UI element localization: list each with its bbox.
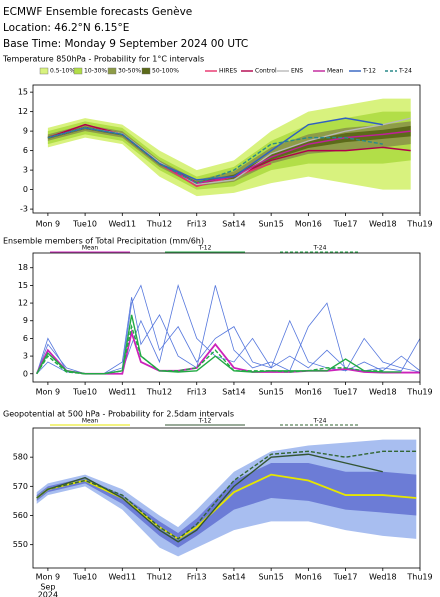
- x-tick-label: Thu19: [406, 388, 432, 397]
- y-tick-label: 18: [18, 263, 28, 272]
- x-tick-label: Thu12: [146, 573, 172, 582]
- x-tick-label: Wed18: [369, 220, 397, 229]
- legend-label: T-12: [198, 418, 212, 425]
- legend-label: T-24: [398, 68, 412, 75]
- x-tick-label: Sun15: [258, 388, 283, 397]
- x-tick-label: Wed18: [369, 573, 397, 582]
- y-tick-label: 560: [13, 511, 28, 520]
- probability-band: [36, 463, 417, 548]
- y-tick-label: 550: [13, 540, 28, 549]
- y-tick-label: 0: [23, 369, 28, 378]
- chart-title: Ensemble members of Total Precipitation …: [3, 237, 204, 246]
- y-tick-label: 6: [23, 334, 28, 343]
- x-tick-label: Mon16: [295, 573, 322, 582]
- y-tick-label: 3: [23, 166, 28, 175]
- legend-label: Control: [255, 68, 277, 75]
- legend-swatch: [73, 67, 83, 75]
- legend-label: 0.5-10%: [50, 68, 75, 75]
- y-tick-label: 15: [18, 88, 28, 97]
- x-tick-label: Sat14: [222, 220, 245, 229]
- legend-label: T-24: [313, 418, 327, 425]
- series-line: [36, 473, 417, 540]
- legend-label: 30-50%: [118, 68, 141, 75]
- x-tick-label: Wed11: [108, 220, 136, 229]
- x-tick-label: Fri13: [187, 573, 207, 582]
- series-line: [36, 450, 417, 540]
- chart-title: Geopotential at 500 hPa - Probability fo…: [3, 410, 234, 419]
- x-tick-label: Thu19: [406, 220, 432, 229]
- probability-band: [47, 125, 411, 185]
- legend-label: 10-30%: [84, 68, 107, 75]
- x-tick-label: Wed18: [369, 388, 397, 397]
- x-tick-label: Tue17: [333, 220, 358, 229]
- x-date-label: Sep: [40, 583, 55, 592]
- y-tick-label: 0: [23, 185, 28, 194]
- series-line: [35, 329, 420, 375]
- y-tick-label: 570: [13, 482, 28, 491]
- series-line: [36, 323, 383, 375]
- series-line: [36, 453, 383, 543]
- plot-area: [36, 439, 417, 557]
- x-tick-label: Thu19: [406, 573, 432, 582]
- legend-label: Mean: [327, 68, 344, 75]
- page-title: ECMWF Ensemble forecasts Genève: [3, 6, 192, 18]
- x-tick-label: Sun15: [258, 220, 283, 229]
- x-tick-label: Thu12: [146, 388, 172, 397]
- x-tick-label: Fri13: [187, 388, 207, 397]
- series-line: [47, 127, 383, 184]
- x-tick-label: Mon 9: [36, 220, 61, 229]
- chart-title: Temperature 850hPa - Probability for 1°C…: [2, 55, 204, 64]
- x-tick-label: Wed11: [108, 388, 136, 397]
- plot-frame: [32, 252, 421, 383]
- x-tick-label: Tue10: [72, 388, 97, 397]
- plot-frame: [32, 427, 421, 569]
- legend-label: Mean: [82, 245, 99, 252]
- y-tick-label: 12: [18, 107, 28, 116]
- x-tick-label: Wed11: [108, 573, 136, 582]
- x-tick-label: Tue10: [72, 220, 97, 229]
- probability-band: [47, 111, 411, 190]
- x-tick-label: Mon 9: [36, 573, 61, 582]
- base-time: Base Time: Monday 9 September 2024 00 UT…: [3, 38, 248, 50]
- x-tick-label: Mon 9: [36, 388, 61, 397]
- x-tick-label: Tue10: [72, 573, 97, 582]
- y-tick-label: 6: [23, 146, 28, 155]
- legend-label: T-12: [198, 245, 212, 252]
- y-tick-label: -3: [20, 205, 28, 214]
- legend-swatch: [39, 67, 49, 75]
- plot-frame: [32, 84, 421, 214]
- x-tick-label: Tue17: [333, 573, 358, 582]
- x-tick-label: Mon16: [295, 388, 322, 397]
- x-tick-label: Fri13: [187, 220, 207, 229]
- x-date-label: 2024: [38, 591, 58, 597]
- legend-label: T-24: [313, 245, 327, 252]
- x-tick-label: Sun15: [258, 573, 283, 582]
- series-line: [36, 314, 402, 375]
- legend-label: HIRES: [219, 68, 237, 75]
- legend-label: ENS: [291, 68, 303, 75]
- legend-swatch: [141, 67, 151, 75]
- y-tick-label: 12: [18, 299, 28, 308]
- x-tick-label: Sat14: [222, 573, 245, 582]
- y-tick-label: 15: [18, 281, 28, 290]
- y-tick-label: 580: [13, 453, 28, 462]
- y-tick-label: 9: [23, 316, 28, 325]
- plot-area: [35, 283, 420, 375]
- y-tick-label: 3: [23, 352, 28, 361]
- x-tick-label: Sat14: [222, 388, 245, 397]
- legend-label: Mean: [82, 418, 99, 425]
- legend-swatch: [107, 67, 117, 75]
- x-tick-label: Mon16: [295, 220, 322, 229]
- legend-label: 50-100%: [152, 68, 179, 75]
- x-tick-label: Thu12: [146, 220, 172, 229]
- plot-area: [47, 98, 411, 197]
- x-tick-label: Tue17: [333, 388, 358, 397]
- legend-label: T-12: [362, 68, 376, 75]
- y-tick-label: 9: [23, 127, 28, 136]
- location: Location: 46.2°N 6.15°E: [3, 22, 129, 34]
